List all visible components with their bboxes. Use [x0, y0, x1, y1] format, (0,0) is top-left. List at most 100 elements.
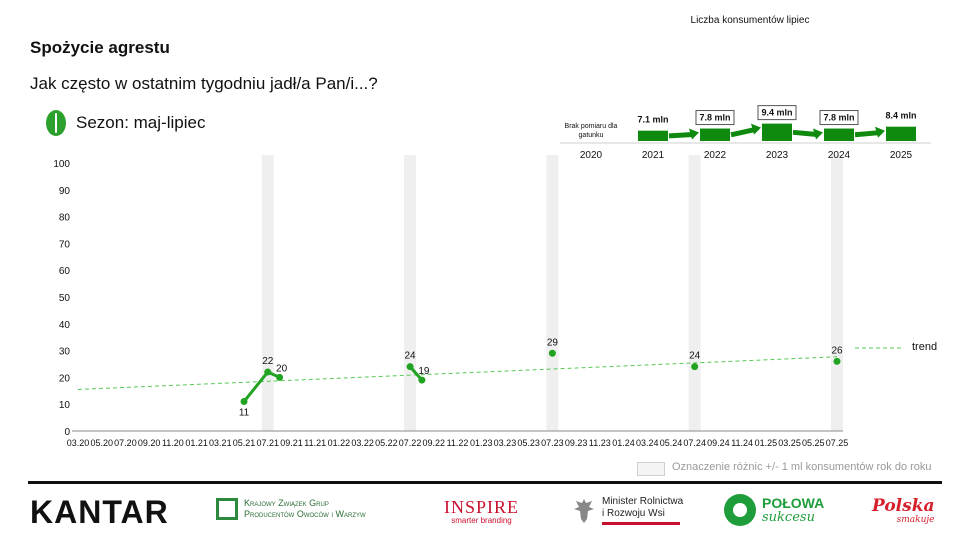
- ministry-bar: [602, 522, 680, 525]
- inset-label-box: [695, 110, 735, 126]
- inset-label-box: [757, 105, 797, 121]
- inset-category-label: 2021: [642, 150, 665, 161]
- inset-label-box: [819, 110, 859, 126]
- inset-arrow-head: [689, 128, 699, 140]
- highlight-band-07.22: [404, 155, 417, 431]
- footer-divider: [28, 481, 942, 484]
- x-tick-label: 07.20: [114, 438, 137, 448]
- x-tick-label: 03.25: [778, 438, 801, 448]
- data-point: [548, 349, 556, 357]
- inset-category-label: 2022: [704, 150, 727, 161]
- kzgp-logo: Krajowy Związek Grup Producentów Owoców …: [216, 498, 366, 520]
- inset-arrow-head: [751, 123, 761, 135]
- y-tick-label: 20: [59, 373, 71, 384]
- data-label: 22: [262, 356, 274, 367]
- x-tick-label: 05.22: [375, 438, 398, 448]
- x-tick-label: 07.22: [399, 438, 422, 448]
- polska-line2: smakuje: [896, 515, 935, 525]
- x-tick-label: 09.23: [565, 438, 588, 448]
- x-tick-label: 09.24: [707, 438, 730, 448]
- kzgp-line1: Krajowy Związek Grup: [244, 498, 329, 508]
- eagle-icon: [574, 498, 594, 523]
- x-tick-label: 03.24: [636, 438, 659, 448]
- inspire-logo: INSPIRE smarter branding: [444, 498, 519, 525]
- y-tick-label: 10: [59, 400, 71, 411]
- x-tick-label: 11.21: [304, 438, 326, 448]
- x-tick-label: 03.20: [67, 438, 90, 448]
- x-tick-label: 09.20: [138, 438, 161, 448]
- ministry-line1: Minister Rolnictwa: [602, 496, 684, 507]
- data-point: [691, 363, 699, 371]
- data-point: [276, 373, 284, 381]
- kzgp-mark-icon: [216, 498, 238, 520]
- x-tick-label: 03.21: [209, 438, 232, 448]
- polska-line1: Polska: [872, 496, 935, 516]
- inspire-tagline: smarter branding: [451, 516, 512, 525]
- x-tick-label: 05.25: [802, 438, 825, 448]
- inset-bar: [886, 126, 916, 141]
- inset-category-label: 2024: [828, 150, 851, 161]
- inset-bar: [638, 130, 668, 141]
- highlight-band-07.25: [831, 155, 843, 431]
- inset-category-label: 2020: [580, 150, 603, 161]
- survey-question: Jak często w ostatnim tygodniu jadł/a Pa…: [30, 74, 378, 93]
- x-tick-label: 05.24: [660, 438, 683, 448]
- leaf-icon: [46, 110, 66, 136]
- x-tick-label: 11.20: [162, 438, 184, 448]
- inset-no-data-label: Brak pomiaru dla: [565, 123, 618, 130]
- polska-smakuje-logo: Polska smakuje: [872, 496, 935, 526]
- polowa-line1: POŁOWA: [762, 494, 825, 511]
- difference-legend-swatch: [637, 462, 665, 476]
- kantar-logo: KANTAR: [30, 494, 169, 530]
- data-point: [264, 368, 272, 376]
- inset-value-label: 9.4 mln: [761, 108, 792, 118]
- y-tick-label: 90: [59, 186, 71, 197]
- inset-value-label: 7.1 mln: [637, 115, 668, 125]
- polowa-line2: sukcesu: [762, 509, 815, 525]
- data-label: 11: [239, 408, 250, 419]
- inset-arrow: [668, 132, 694, 139]
- inset-bar: [700, 128, 730, 141]
- y-tick-label: 60: [59, 266, 71, 277]
- x-tick-label: 01.24: [612, 438, 635, 448]
- inset-arrow: [854, 130, 880, 138]
- inset-arrow-head: [813, 128, 823, 140]
- polowa-mark-icon: [724, 494, 756, 526]
- x-tick-label: 07.24: [683, 438, 706, 448]
- x-tick-label: 07.25: [826, 438, 849, 448]
- trend-line: [77, 356, 838, 390]
- inspire-name: INSPIRE: [444, 497, 520, 517]
- y-tick-label: 80: [59, 213, 71, 224]
- inset-category-label: 2023: [766, 150, 789, 161]
- data-label: 24: [405, 351, 417, 362]
- y-tick-label: 40: [59, 320, 71, 331]
- x-tick-label: 01.25: [755, 438, 778, 448]
- inset-value-label: 7.8 mln: [823, 113, 854, 123]
- polowa-sukcesu-logo: POŁOWA sukcesu: [724, 494, 824, 526]
- y-tick-label: 0: [64, 427, 70, 438]
- x-tick-label: 05.20: [90, 438, 113, 448]
- y-tick-label: 70: [59, 239, 71, 250]
- inset-arrow: [792, 129, 818, 138]
- x-tick-label: 07.21: [256, 438, 279, 448]
- data-point: [240, 398, 248, 406]
- highlight-band-07.24: [688, 155, 701, 431]
- inset-value-label: 8.4 mln: [885, 111, 916, 121]
- ministry-line2: i Rozwoju Wsi: [602, 508, 665, 519]
- data-label: 24: [689, 351, 701, 362]
- y-tick-label: 100: [53, 159, 70, 170]
- x-tick-label: 01.23: [470, 438, 493, 448]
- chart-title: Spożycie agrestu: [30, 38, 170, 57]
- data-label: 26: [831, 345, 843, 356]
- x-tick-label: 11.23: [589, 438, 611, 448]
- x-tick-label: 01.22: [328, 438, 351, 448]
- inset-bar: [762, 123, 792, 141]
- ministry-logo: Minister Rolnictwa i Rozwoju Wsi: [572, 496, 683, 525]
- data-label: 29: [547, 337, 559, 348]
- highlight-band-07.23: [546, 155, 559, 431]
- x-tick-label: 05.21: [233, 438, 256, 448]
- x-tick-label: 11.22: [447, 438, 469, 448]
- x-tick-label: 05.23: [517, 438, 540, 448]
- inset-arrow-head: [875, 126, 885, 138]
